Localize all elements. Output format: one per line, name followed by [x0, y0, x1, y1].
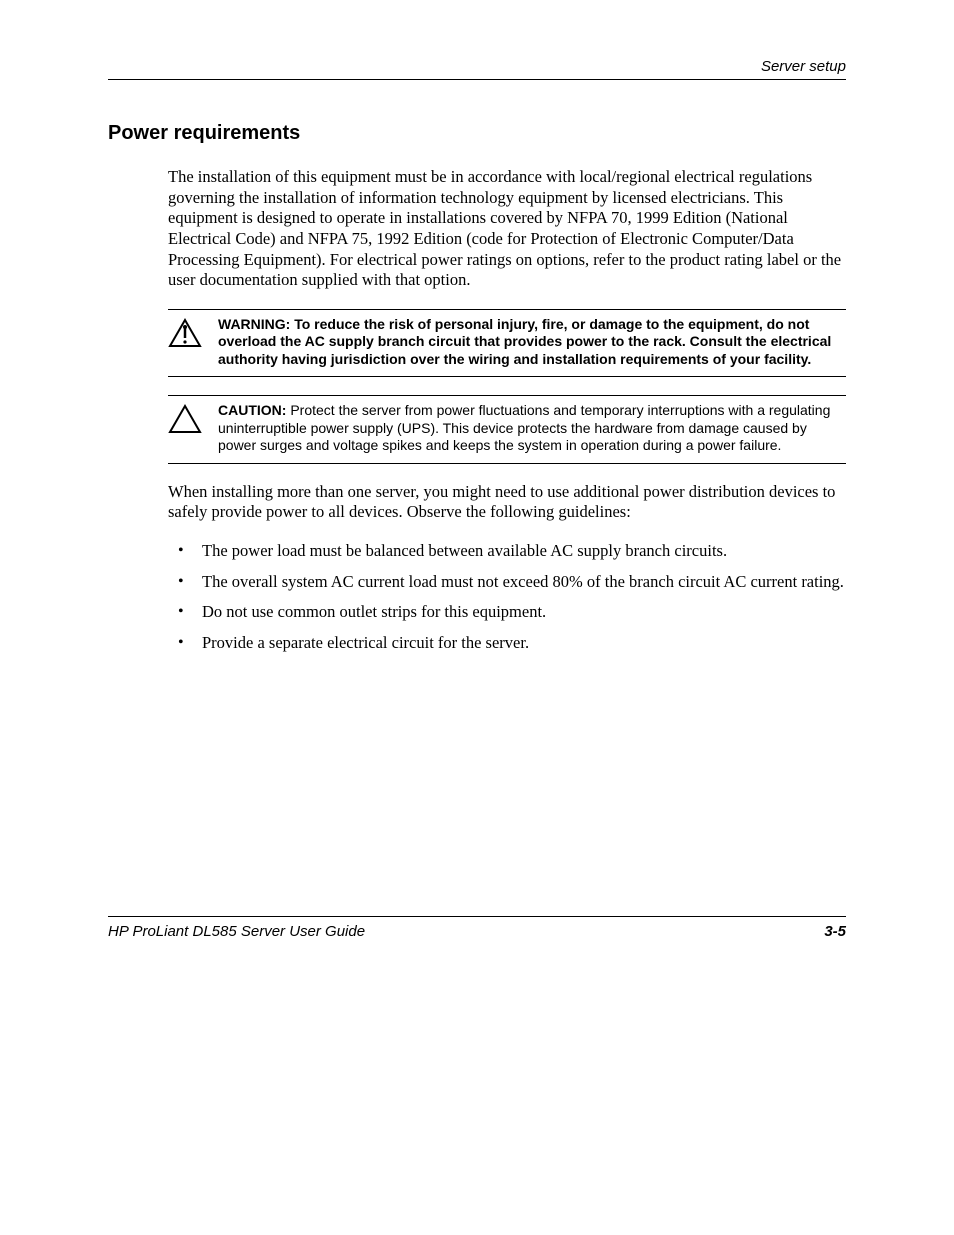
section-title: Power requirements — [108, 122, 846, 145]
page-header: Server setup — [108, 58, 846, 80]
warning-text-container: WARNING: To reduce the risk of personal … — [218, 316, 846, 369]
warning-box: WARNING: To reduce the risk of personal … — [168, 309, 846, 378]
warning-text: To reduce the risk of personal injury, f… — [218, 316, 831, 367]
footer-left: HP ProLiant DL585 Server User Guide — [108, 923, 365, 940]
caution-text: Protect the server from power fluctuatio… — [218, 402, 830, 453]
guidelines-list: The power load must be balanced between … — [168, 541, 846, 654]
caution-icon — [168, 402, 218, 434]
warning-label: WARNING: — [218, 316, 290, 332]
list-item: Do not use common outlet strips for this… — [168, 602, 846, 623]
header-text: Server setup — [761, 58, 846, 75]
caution-text-container: CAUTION: Protect the server from power f… — [218, 402, 846, 455]
page-container: Server setup Power requirements The inst… — [0, 0, 954, 1235]
warning-icon — [168, 316, 218, 348]
intro-paragraph: The installation of this equipment must … — [168, 167, 846, 291]
page-footer: HP ProLiant DL585 Server User Guide 3-5 — [108, 916, 846, 940]
list-item: The power load must be balanced between … — [168, 541, 846, 562]
list-item: The overall system AC current load must … — [168, 572, 846, 593]
caution-label: CAUTION: — [218, 402, 286, 418]
list-item: Provide a separate electrical circuit fo… — [168, 633, 846, 654]
footer-page-number: 3-5 — [824, 923, 846, 940]
post-paragraph: When installing more than one server, yo… — [168, 482, 846, 523]
caution-box: CAUTION: Protect the server from power f… — [168, 395, 846, 464]
